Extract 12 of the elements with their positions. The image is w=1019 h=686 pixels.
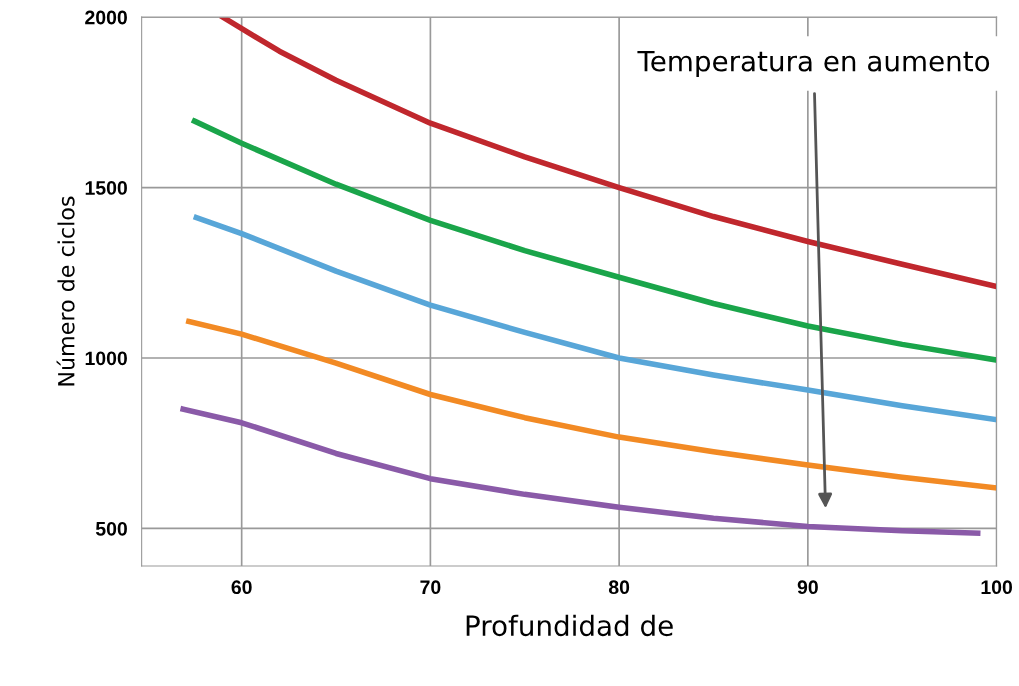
x-tick-label: 100 (981, 580, 1013, 595)
x-tick-label: 60 (231, 580, 252, 595)
x-tick-label: 70 (420, 580, 441, 595)
x-tick-label: 90 (797, 580, 818, 595)
x-axis-title: Profundidad de (466, 614, 673, 637)
y-tick-label: 1000 (85, 351, 127, 366)
annotation: Temperatura en aumento (637, 50, 990, 77)
x-tick-label: 80 (608, 580, 630, 595)
y-tick-label: 2000 (85, 10, 127, 25)
y-tick-label: 1500 (85, 181, 127, 195)
y-axis-title: Número de ciclos (56, 196, 75, 386)
y-tick-label: 500 (95, 521, 127, 536)
